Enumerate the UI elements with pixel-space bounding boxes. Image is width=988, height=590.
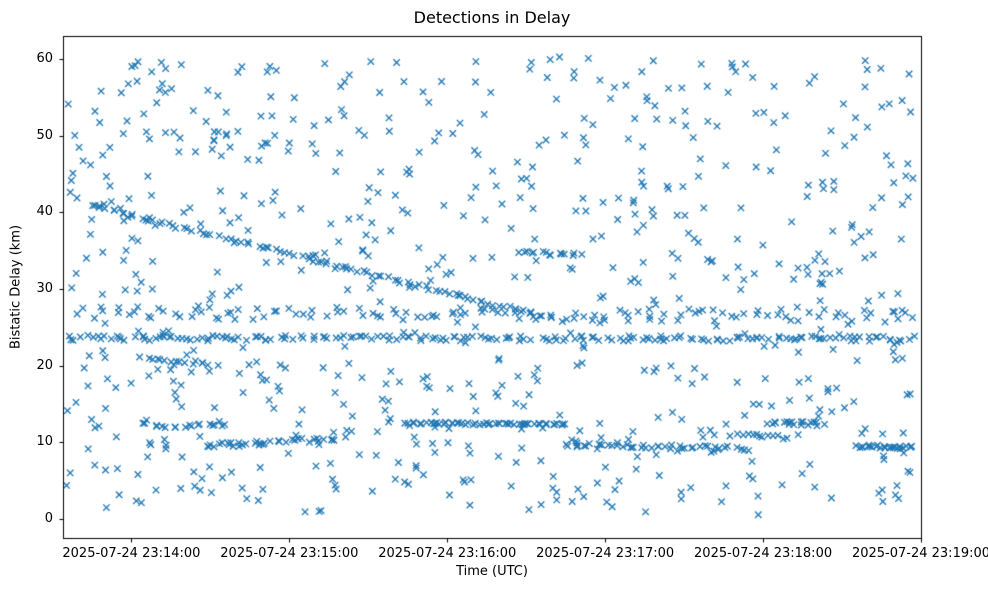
y-tick-label: 60 <box>36 50 53 66</box>
y-tick-label: 50 <box>36 127 53 143</box>
y-tick-label: 10 <box>36 434 53 450</box>
x-tick-label: 2025-07-24 23:17:00 <box>536 546 675 561</box>
x-axis-label: Time (UTC) <box>456 564 528 579</box>
x-tick-label: 2025-07-24 23:18:00 <box>694 546 833 561</box>
x-tick-label: 2025-07-24 23:16:00 <box>378 546 517 561</box>
y-tick-label: 30 <box>36 280 53 296</box>
y-tick-label: 20 <box>36 357 53 373</box>
chart-title: Detections in Delay <box>413 8 571 27</box>
x-tick-label: 2025-07-24 23:19:00 <box>851 546 988 561</box>
x-tick-label: 2025-07-24 23:14:00 <box>62 546 201 561</box>
x-tick-label: 2025-07-24 23:15:00 <box>220 546 359 561</box>
y-axis-label: Bistatic Delay (km) <box>8 224 24 350</box>
y-tick-label: 40 <box>36 204 53 220</box>
y-tick-label: 0 <box>44 510 53 526</box>
